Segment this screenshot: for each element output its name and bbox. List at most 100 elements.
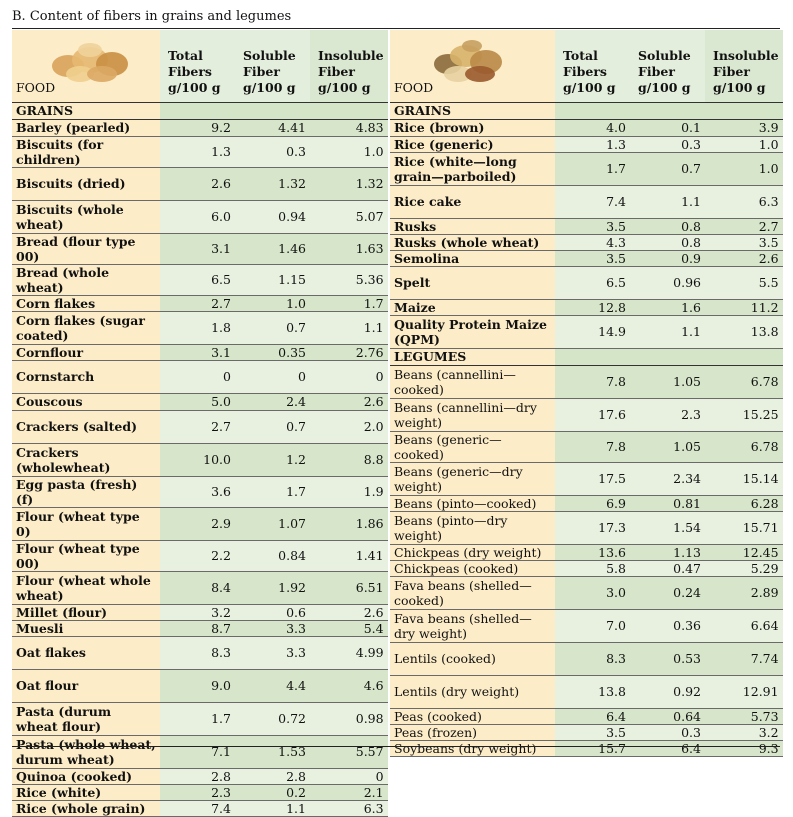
soluble-fiber-cell: 4.41	[235, 119, 310, 137]
insoluble-fiber-cell: 6.51	[310, 571, 388, 605]
total-fiber-column-header: Total Fibers g/100 g	[160, 30, 235, 102]
food-name-cell: Pasta (whole wheat, durum wheat)	[12, 735, 160, 769]
total-fiber-column-header: Total Fibers g/100 g	[555, 30, 630, 102]
total-fiber-cell: 1.8	[160, 311, 235, 345]
total-fiber-cell: 17.6	[555, 398, 630, 432]
section-row: GRAINS	[390, 101, 783, 120]
food-name-cell: Flour (wheat whole wheat)	[12, 571, 160, 605]
food-name-cell: Biscuits (for children)	[12, 136, 160, 168]
soluble-fiber-cell: 0.8	[630, 234, 705, 251]
food-name-cell: Rice (generic)	[390, 136, 555, 153]
soluble-fiber-cell: 0.9	[630, 250, 705, 267]
soluble-fiber-cell: 0.84	[235, 540, 310, 572]
table-row: Biscuits (dried) 2.6 1.32 1.32	[12, 167, 388, 201]
bread-image-icon	[52, 43, 128, 82]
total-header-line: Total	[563, 47, 598, 63]
total-header-line: g/100 g	[168, 79, 221, 95]
food-name-cell: Corn flakes (sugar coated)	[12, 311, 160, 345]
food-name-cell: Chickpeas (cooked)	[390, 560, 555, 577]
table-row: Crackers (wholewheat) 10.0 1.2 8.8	[12, 443, 388, 477]
table-row: Fava beans (shelled—dry weight) 7.0 0.36 6.…	[390, 609, 783, 643]
insoluble-fiber-cell: 2.6	[310, 604, 388, 621]
insoluble-fiber-cell: 1.1	[310, 311, 388, 345]
food-name-cell: Egg pasta (fresh) (f)	[12, 476, 160, 508]
table-row: Fava beans (shelled—cooked) 3.0 0.24 2.89	[390, 576, 783, 610]
total-fiber-cell: 5.0	[160, 393, 235, 411]
food-name-cell: Beans (cannellini—cooked)	[390, 365, 555, 399]
total-fiber-cell: 2.2	[160, 540, 235, 572]
soluble-fiber-cell: 1.2	[235, 443, 310, 477]
food-name-cell: Quality Protein Maize (QPM)	[390, 315, 555, 349]
insoluble-fiber-cell: 3.9	[705, 119, 783, 137]
table-row: Soybeans (dry weight) 15.7 6.4 9.3	[390, 740, 783, 757]
table-row: Flour (wheat whole wheat) 8.4 1.92 6.51	[12, 571, 388, 605]
insoluble-fiber-cell: 12.91	[705, 675, 783, 709]
food-name-cell: Rusks (whole wheat)	[390, 234, 555, 251]
soluble-fiber-cell: 1.7	[235, 476, 310, 508]
food-name-cell: Biscuits (whole wheat)	[12, 200, 160, 234]
soluble-header-line: g/100 g	[638, 79, 691, 95]
table-row: Couscous 5.0 2.4 2.6	[12, 393, 388, 411]
food-name-cell: Beans (cannellini—dry weight)	[390, 398, 555, 432]
food-name-cell: Fava beans (shelled—cooked)	[390, 576, 555, 610]
table-row: Oat flour 9.0 4.4 4.6	[12, 669, 388, 703]
soluble-fiber-cell: 6.4	[630, 740, 705, 757]
food-name-cell: Rice (brown)	[390, 119, 555, 137]
insoluble-fiber-cell: 5.07	[310, 200, 388, 234]
total-fiber-cell: 9.2	[160, 119, 235, 137]
table-row: Corn flakes 2.7 1.0 1.7	[12, 295, 388, 312]
left-fiber-table: FOOD Total Fibers g/100 g Soluble Fiber g/100 …	[12, 30, 388, 817]
total-fiber-cell: 12.8	[555, 299, 630, 316]
food-name-cell: Beans (generic—cooked)	[390, 431, 555, 463]
insoluble-fiber-cell: 15.25	[705, 398, 783, 432]
table-row: Quality Protein Maize (QPM) 14.9 1.1 13.8	[390, 315, 783, 349]
total-fiber-cell: 2.9	[160, 507, 235, 541]
table-row: Rusks 3.5 0.8 2.7	[390, 218, 783, 235]
food-name-cell: Flour (wheat type 0)	[12, 507, 160, 541]
right-table-panel: FOOD Total Fibers g/100 g Soluble Fiber g/100 …	[390, 30, 783, 757]
food-name-cell: Peas (frozen)	[390, 724, 555, 741]
food-name-cell: Rice (white)	[12, 784, 160, 801]
insoluble-fiber-cell: 5.36	[310, 264, 388, 296]
total-fiber-cell: 0	[160, 360, 235, 394]
insoluble-fiber-cell: 2.76	[310, 344, 388, 361]
table-row: Rice (white) 2.3 0.2 2.1	[12, 784, 388, 801]
food-column-header: FOOD	[394, 79, 434, 95]
table-row: Corn flakes (sugar coated) 1.8 0.7 1.1	[12, 311, 388, 345]
table-row: Pasta (durum wheat flour) 1.7 0.72 0.98	[12, 702, 388, 736]
soluble-fiber-cell: 1.1	[235, 800, 310, 817]
header-row: FOOD Total Fibers g/100 g Soluble Fiber g/100 …	[390, 30, 783, 102]
total-fiber-cell: 2.3	[160, 784, 235, 801]
table-row: Rice (white—long grain—parboiled) 1.7 0.7 1…	[390, 152, 783, 186]
food-name-cell: Semolina	[390, 250, 555, 267]
food-header-cell: FOOD	[12, 30, 160, 102]
soluble-fiber-cell: 0.3	[630, 724, 705, 741]
table-row: Bread (flour type 00) 3.1 1.46 1.63	[12, 233, 388, 265]
soluble-fiber-cell: 0.53	[630, 642, 705, 676]
soluble-fiber-cell: 0.1	[630, 119, 705, 137]
soluble-fiber-cell: 0.47	[630, 560, 705, 577]
top-rule	[12, 28, 780, 29]
table-row: Peas (cooked) 6.4 0.64 5.73	[390, 708, 783, 725]
total-fiber-cell: 7.1	[160, 735, 235, 769]
soluble-fiber-cell: 0.7	[235, 410, 310, 444]
insoluble-fiber-cell: 11.2	[705, 299, 783, 316]
right-fiber-table: FOOD Total Fibers g/100 g Soluble Fiber g/100 …	[390, 30, 783, 757]
insoluble-fiber-cell: 6.3	[310, 800, 388, 817]
soluble-fiber-cell: 0.94	[235, 200, 310, 234]
insoluble-fiber-cell: 1.41	[310, 540, 388, 572]
table-row: Barley (pearled) 9.2 4.41 4.83	[12, 119, 388, 137]
soluble-fiber-cell: 1.6	[630, 299, 705, 316]
table-row: Cornstarch 0 0 0	[12, 360, 388, 394]
table-row: Oat flakes 8.3 3.3 4.99	[12, 636, 388, 670]
section-row: LEGUMES	[390, 347, 783, 366]
total-fiber-cell: 8.3	[555, 642, 630, 676]
total-fiber-cell: 14.9	[555, 315, 630, 349]
insoluble-fiber-cell: 4.6	[310, 669, 388, 703]
insoluble-fiber-cell: 2.1	[310, 784, 388, 801]
total-fiber-cell: 3.5	[555, 724, 630, 741]
insoluble-fiber-cell: 15.71	[705, 511, 783, 545]
total-fiber-cell: 2.8	[160, 768, 235, 785]
soluble-fiber-cell: 1.13	[630, 544, 705, 561]
food-name-cell: Lentils (dry weight)	[390, 675, 555, 709]
